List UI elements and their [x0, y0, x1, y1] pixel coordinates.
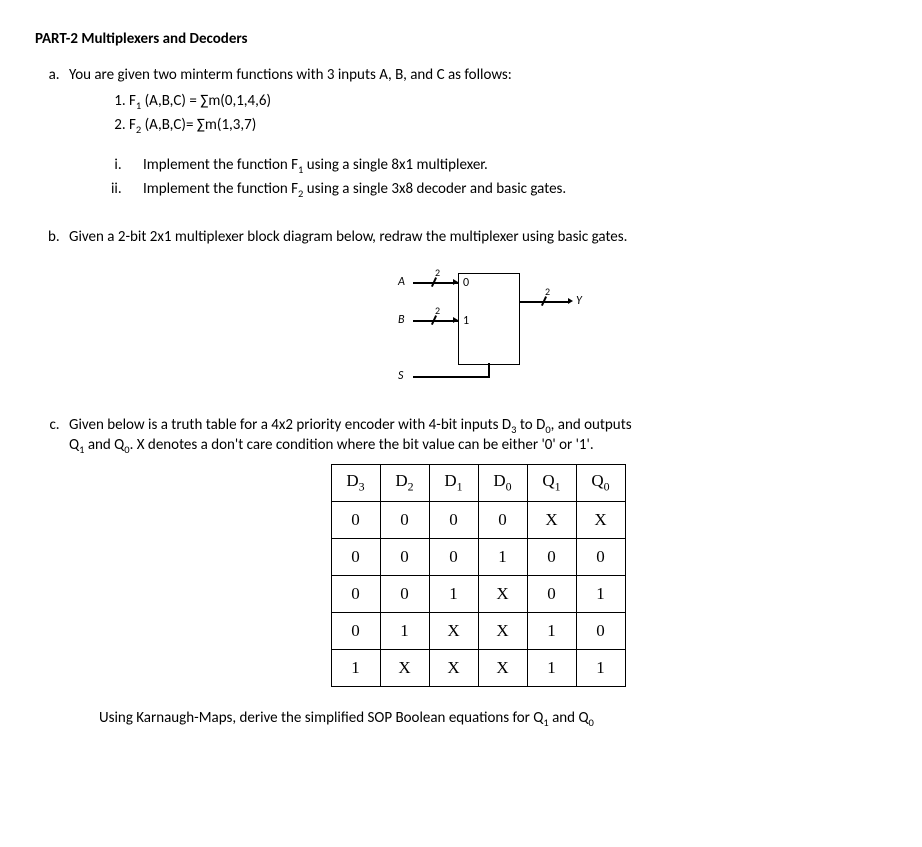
- label-y: Y: [576, 294, 582, 308]
- wire-s-h: [413, 376, 489, 378]
- label-b: B: [398, 313, 405, 327]
- cell: 1: [331, 650, 380, 687]
- c-l2c: . X denotes a don't care condition where…: [130, 436, 594, 454]
- b-text: Given a 2-bit 2x1 multiplexer block diag…: [69, 228, 627, 246]
- c-fb: and Q: [549, 709, 589, 727]
- table-row: 000100: [331, 539, 625, 576]
- th-q1: Q1: [527, 465, 576, 502]
- page-title: PART-2 Multiplexers and Decoders: [35, 30, 887, 48]
- c-footer: Using Karnaugh-Maps, derive the simplifi…: [99, 709, 887, 729]
- table-row: 0000XX: [331, 502, 625, 539]
- a-intro: You are given two minterm functions with…: [69, 66, 512, 84]
- cell: 0: [331, 576, 380, 613]
- cell: 0: [331, 502, 380, 539]
- item-c: Given below is a truth table for a 4x2 p…: [63, 416, 887, 729]
- port-0: 0: [463, 276, 469, 290]
- cell: 0: [429, 539, 478, 576]
- cell: 0: [527, 576, 576, 613]
- c-line1: Given below is a truth table for a 4x2 p…: [69, 416, 511, 434]
- ii-pre: Implement the function F: [143, 180, 298, 198]
- table-row: 01XX10: [331, 613, 625, 650]
- cell: 0: [331, 539, 380, 576]
- ii-rest: using a single 3x8 decoder and basic gat…: [303, 180, 566, 198]
- cell: 0: [380, 539, 429, 576]
- truth-table: D3 D2 D1 D0 Q1 Q0 0000XX 000100 001X01: [331, 464, 626, 687]
- cell: X: [527, 502, 576, 539]
- a-ii: Implement the function F2 using a single…: [125, 180, 887, 200]
- cell: 0: [380, 502, 429, 539]
- i-rest: using a single 8x1 multiplexer.: [303, 156, 487, 174]
- arrow-a: [453, 279, 458, 285]
- c-l2b: and Q: [84, 436, 124, 454]
- cell: 1: [429, 576, 478, 613]
- bus-b: 2: [435, 304, 440, 317]
- th-d1: D1: [429, 465, 478, 502]
- wire-a: [413, 282, 458, 284]
- wire-y: [520, 301, 570, 303]
- cell: X: [576, 502, 625, 539]
- c-fa: Using Karnaugh-Maps, derive the simplifi…: [99, 709, 543, 727]
- mux-diagram: 0 1 2 A 2 B S: [69, 268, 887, 388]
- table-header-row: D3 D2 D1 D0 Q1 Q0: [331, 465, 625, 502]
- c-l2a: Q: [69, 436, 79, 454]
- table-row: 001X01: [331, 576, 625, 613]
- cell: X: [429, 650, 478, 687]
- truth-table-wrap: D3 D2 D1 D0 Q1 Q0 0000XX 000100 001X01: [69, 464, 887, 687]
- table-row: 1XXX11: [331, 650, 625, 687]
- item-b: Given a 2-bit 2x1 multiplexer block diag…: [63, 228, 887, 388]
- c-l1c: , and outputs: [551, 416, 632, 434]
- cell: 0: [576, 539, 625, 576]
- bus-y: 2: [545, 285, 550, 298]
- a-sublist: F1 (A,B,C) = ∑m(0,1,4,6) F2 (A,B,C)= ∑m(…: [69, 92, 887, 136]
- a-roman-list: Implement the function F1 using a single…: [69, 156, 887, 200]
- f1-rest: (A,B,C) = ∑m(0,1,4,6): [141, 92, 271, 110]
- label-s: S: [398, 369, 403, 383]
- a-i: Implement the function F1 using a single…: [125, 156, 887, 176]
- item-a: You are given two minterm functions with…: [63, 66, 887, 200]
- cell: X: [478, 650, 527, 687]
- cell: X: [429, 613, 478, 650]
- cell: 1: [527, 650, 576, 687]
- th-d2: D2: [380, 465, 429, 502]
- arrow-y: [568, 298, 573, 304]
- cell: 1: [478, 539, 527, 576]
- bus-a: 2: [435, 266, 440, 279]
- cell: 0: [380, 576, 429, 613]
- cell: X: [478, 576, 527, 613]
- cell: X: [478, 613, 527, 650]
- main-list: You are given two minterm functions with…: [35, 66, 887, 729]
- label-a: A: [398, 275, 405, 289]
- a-f2: F2 (A,B,C)= ∑m(1,3,7): [129, 116, 887, 136]
- cell: 1: [576, 576, 625, 613]
- th-d0: D0: [478, 465, 527, 502]
- mux-box: 0 1: [458, 273, 520, 365]
- f1-pre: F: [129, 92, 136, 110]
- wire-b: [413, 320, 458, 322]
- cell: X: [380, 650, 429, 687]
- f2-rest: (A,B,C)= ∑m(1,3,7): [141, 116, 256, 134]
- cell: 0: [527, 539, 576, 576]
- cell: 1: [380, 613, 429, 650]
- cell: 0: [576, 613, 625, 650]
- cell: 0: [331, 613, 380, 650]
- c-fq0: 0: [589, 716, 594, 729]
- c-l1b: to D: [517, 416, 546, 434]
- f2-pre: F: [129, 116, 136, 134]
- cell: 1: [576, 650, 625, 687]
- arrow-b: [453, 317, 458, 323]
- cell: 0: [429, 502, 478, 539]
- cell: 0: [478, 502, 527, 539]
- a-f1: F1 (A,B,C) = ∑m(0,1,4,6): [129, 92, 887, 112]
- th-d3: D3: [331, 465, 380, 502]
- port-1: 1: [463, 314, 469, 328]
- th-q0: Q0: [576, 465, 625, 502]
- cell: 1: [527, 613, 576, 650]
- i-pre: Implement the function F: [143, 156, 298, 174]
